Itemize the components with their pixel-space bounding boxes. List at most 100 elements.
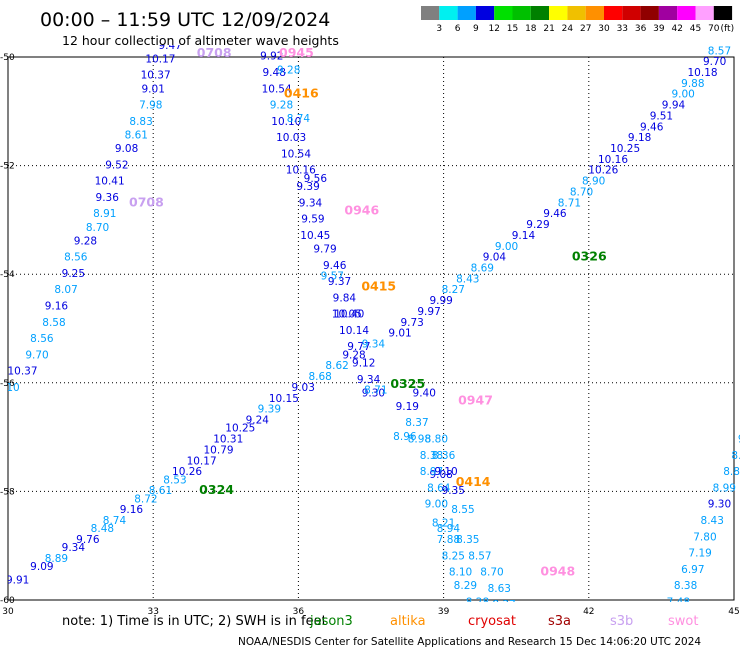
wave-height-value: 9.77 bbox=[347, 341, 370, 353]
track-swot-0947: 9.19 9.40 8.37 8.988.80 8.388.36 8.979.10 8.64… bbox=[396, 387, 516, 602]
x-tick-label: 39 bbox=[438, 607, 450, 617]
satellite-name: jason3 bbox=[309, 614, 353, 629]
wave-height-value: 9.25 bbox=[62, 268, 85, 280]
wave-height-value: 8.8 bbox=[723, 466, 740, 478]
wave-height-value: 7.19 bbox=[688, 548, 711, 560]
wave-height-value: 8.90 bbox=[582, 176, 605, 188]
color-scale-label: 30 bbox=[598, 24, 610, 34]
color-scale-label: 9 bbox=[473, 24, 479, 34]
wave-height-value: 9.39 bbox=[258, 404, 281, 416]
satellite-legend: jason3 altika cryosat s3a s3b swot bbox=[309, 614, 698, 629]
wave-height-value: 8.61 bbox=[149, 485, 172, 497]
wave-height-value: 9.39 bbox=[296, 181, 319, 193]
wave-height-value: 8.91 bbox=[93, 208, 116, 220]
wave-height-value: 9.08 bbox=[115, 143, 138, 155]
wave-height-value: 10.40 bbox=[334, 309, 364, 321]
color-scale-label: 12 bbox=[488, 24, 499, 34]
wave-height-value: 9.46 bbox=[640, 121, 664, 133]
pass-time-label: 0945 bbox=[279, 45, 314, 60]
color-swatch bbox=[640, 6, 659, 20]
wave-height-value: 10.37 bbox=[141, 70, 171, 82]
wave-height-value: 9.04 bbox=[483, 252, 507, 264]
wave-height-value: 8.56 bbox=[64, 252, 88, 264]
header: 00:00 – 11:59 UTC 12/09/2024 12 hour col… bbox=[40, 9, 339, 48]
wave-height-value: 9.34 bbox=[299, 197, 323, 209]
footnote: note: 1) Time is in UTC; 2) SWH is in fe… bbox=[62, 614, 327, 629]
x-tick-label: 45 bbox=[728, 607, 739, 617]
wave-height-value: 8.38 bbox=[674, 580, 697, 592]
wave-height-value: 10.66 bbox=[712, 34, 740, 46]
wave-height-value: 10.26 bbox=[172, 466, 202, 478]
wave-height-value: 9.47 bbox=[158, 40, 181, 52]
wave-height-value: 9.24 bbox=[246, 415, 270, 427]
wave-height-value: 10.26 bbox=[588, 165, 618, 177]
color-scale-unit: (ft) bbox=[721, 24, 735, 34]
wave-height-value: 9.00 bbox=[671, 89, 694, 101]
color-swatch bbox=[512, 6, 531, 20]
wave-height-value: 9.00 bbox=[495, 241, 518, 253]
color-swatch bbox=[658, 6, 678, 20]
wave-height-value: 8.25 bbox=[442, 550, 465, 562]
color-swatch bbox=[567, 6, 586, 20]
wave-height-value: 8.70 bbox=[86, 222, 109, 234]
wave-height-value: 10.17 bbox=[145, 53, 175, 65]
wave-height-value: 8.83 bbox=[129, 116, 152, 128]
color-scale-label: 70 bbox=[708, 24, 720, 34]
color-swatch bbox=[677, 6, 696, 20]
wave-height-value: 9.19 bbox=[396, 401, 419, 413]
wave-height-value: 8.43 bbox=[701, 515, 724, 527]
footer: note: 1) Time is in UTC; 2) SWH is in fe… bbox=[62, 614, 701, 648]
wave-height-value: 7.48 bbox=[667, 596, 690, 608]
wave-height-value: 8.27 bbox=[442, 284, 465, 296]
wave-height-value: 10.25 bbox=[225, 423, 255, 435]
wave-height-value: 9 bbox=[738, 434, 740, 446]
wave-height-value: 8.89 bbox=[45, 553, 68, 565]
color-swatch bbox=[457, 6, 476, 20]
wave-height-value: 10.37 bbox=[7, 366, 37, 378]
color-swatch bbox=[604, 6, 623, 20]
wave-height-value: 8.35 bbox=[456, 534, 479, 546]
y-tick-label: -50 bbox=[0, 53, 15, 63]
pass-time-label: 0946 bbox=[344, 202, 379, 217]
wave-height-value: 9.08 bbox=[429, 469, 452, 481]
wave-height-value: 10.17 bbox=[187, 455, 217, 467]
wave-height-value: 10.14 bbox=[339, 325, 369, 337]
wave-height-value: 8.69 bbox=[471, 262, 494, 274]
wave-height-value: 8.68 bbox=[308, 371, 331, 383]
wave-height-value: 8.63 bbox=[488, 583, 511, 595]
color-swatch bbox=[494, 6, 513, 20]
x-tick-label: 36 bbox=[293, 607, 305, 617]
color-swatch bbox=[439, 6, 458, 20]
wave-height-value: 9.09 bbox=[30, 561, 53, 573]
wave-height-value: 10.15 bbox=[269, 393, 299, 405]
color-swatch bbox=[695, 6, 714, 20]
wave-height-value: 8.70 bbox=[570, 186, 593, 198]
wave-height-value: 8.10 bbox=[449, 567, 472, 579]
pass-time-label: 0708 bbox=[129, 194, 164, 209]
gridlines bbox=[8, 57, 734, 600]
wave-height-value: 9.37 bbox=[328, 276, 351, 288]
wave-height-value: 8.74 bbox=[287, 113, 311, 125]
wave-height-value: 9.39 bbox=[255, 34, 278, 46]
wave-height-value: 9.00 bbox=[425, 499, 448, 511]
wave-height-value: 9.18 bbox=[628, 132, 651, 144]
wave-height-value: 8.62 bbox=[325, 360, 348, 372]
credit-line: NOAA/NESDIS Center for Satellite Applica… bbox=[238, 636, 701, 648]
wave-height-value: 9.36 bbox=[96, 192, 120, 204]
wave-height-value: 8.61 bbox=[125, 129, 148, 141]
satellite-name: swot bbox=[668, 614, 698, 629]
wave-height-value: 10.25 bbox=[610, 143, 640, 155]
color-scale-label: 6 bbox=[455, 24, 461, 34]
wave-height-value: 9.99 bbox=[429, 295, 452, 307]
wave-height-value: 9.01 bbox=[142, 83, 165, 95]
wave-height-value: 9.03 bbox=[292, 382, 315, 394]
y-tick-label: -60 bbox=[0, 596, 15, 606]
wave-height-value: 9.30 bbox=[708, 499, 731, 511]
y-tick-label: -52 bbox=[0, 162, 15, 172]
wave-height-value: 10.9 bbox=[732, 13, 740, 25]
wave-height-value: 9.91 bbox=[6, 575, 29, 587]
wave-height-value: 8.71 bbox=[558, 197, 581, 209]
wave-height-value: 8.99 bbox=[713, 482, 736, 494]
pass-time-label: 0325 bbox=[390, 376, 425, 391]
x-tick-label: 33 bbox=[147, 607, 158, 617]
